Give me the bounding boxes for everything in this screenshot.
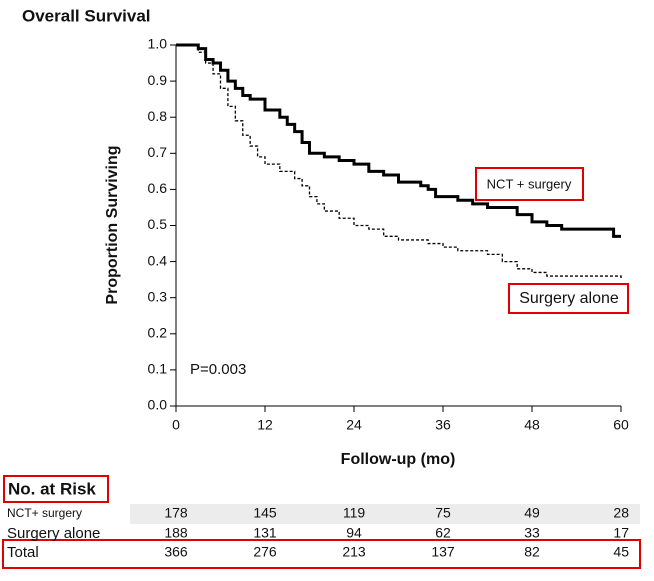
risk-count: 45 xyxy=(613,544,629,560)
total-box xyxy=(2,539,641,569)
y-tick-label: 0.2 xyxy=(148,325,168,341)
risk-count: 75 xyxy=(435,505,451,521)
y-tick-label: 0.1 xyxy=(148,361,168,377)
risk-count: 94 xyxy=(346,525,362,541)
risk-count: 82 xyxy=(524,544,540,560)
table-title: No. at Risk xyxy=(8,479,96,498)
risk-count: 131 xyxy=(253,525,277,541)
risk-count: 276 xyxy=(253,544,277,560)
x-tick-label: 12 xyxy=(257,417,273,433)
risk-count: 213 xyxy=(342,544,366,560)
y-tick-label: 1.0 xyxy=(148,36,168,52)
y-tick-label: 0.6 xyxy=(148,180,168,196)
series-label: Surgery alone xyxy=(519,290,619,307)
table-stripe xyxy=(130,504,640,524)
y-tick-label: 0.9 xyxy=(148,72,168,88)
y-tick-label: 0.0 xyxy=(148,397,168,413)
chart-title: Overall Survival xyxy=(22,6,151,25)
x-axis-label: Follow-up (mo) xyxy=(341,451,456,468)
series-label: NCT + surgery xyxy=(487,176,572,191)
label-box xyxy=(508,283,629,314)
x-tick-label: 36 xyxy=(435,417,451,433)
y-tick-label: 0.3 xyxy=(148,288,168,304)
x-tick-label: 24 xyxy=(346,417,362,433)
risk-count: 119 xyxy=(343,505,366,521)
y-tick-label: 0.7 xyxy=(148,144,168,160)
risk-count: 28 xyxy=(613,505,629,521)
x-tick-label: 60 xyxy=(613,417,629,433)
x-tick-label: 0 xyxy=(172,417,180,433)
row-label: Total xyxy=(7,544,39,561)
risk-count: 145 xyxy=(253,505,277,521)
y-tick-label: 0.5 xyxy=(148,216,168,232)
label-box xyxy=(3,475,109,503)
risk-count: 33 xyxy=(524,525,540,541)
risk-count: 49 xyxy=(524,505,540,521)
label-box xyxy=(475,167,584,201)
risk-count: 366 xyxy=(164,544,188,560)
y-tick-label: 0.4 xyxy=(148,252,168,268)
survival-curve xyxy=(176,44,622,280)
p-value: P=0.003 xyxy=(190,361,246,378)
y-axis-label: Proportion Surviving xyxy=(104,145,121,304)
risk-count: 178 xyxy=(164,505,188,521)
y-tick-label: 0.8 xyxy=(148,108,168,124)
risk-count: 17 xyxy=(613,525,629,541)
risk-count: 62 xyxy=(435,525,451,541)
risk-count: 137 xyxy=(431,544,455,560)
survival-curve xyxy=(176,43,621,238)
row-label: NCT+ surgery xyxy=(7,506,82,520)
x-tick-label: 48 xyxy=(524,417,540,433)
row-label: Surgery alone xyxy=(7,525,100,542)
risk-count: 188 xyxy=(164,525,188,541)
